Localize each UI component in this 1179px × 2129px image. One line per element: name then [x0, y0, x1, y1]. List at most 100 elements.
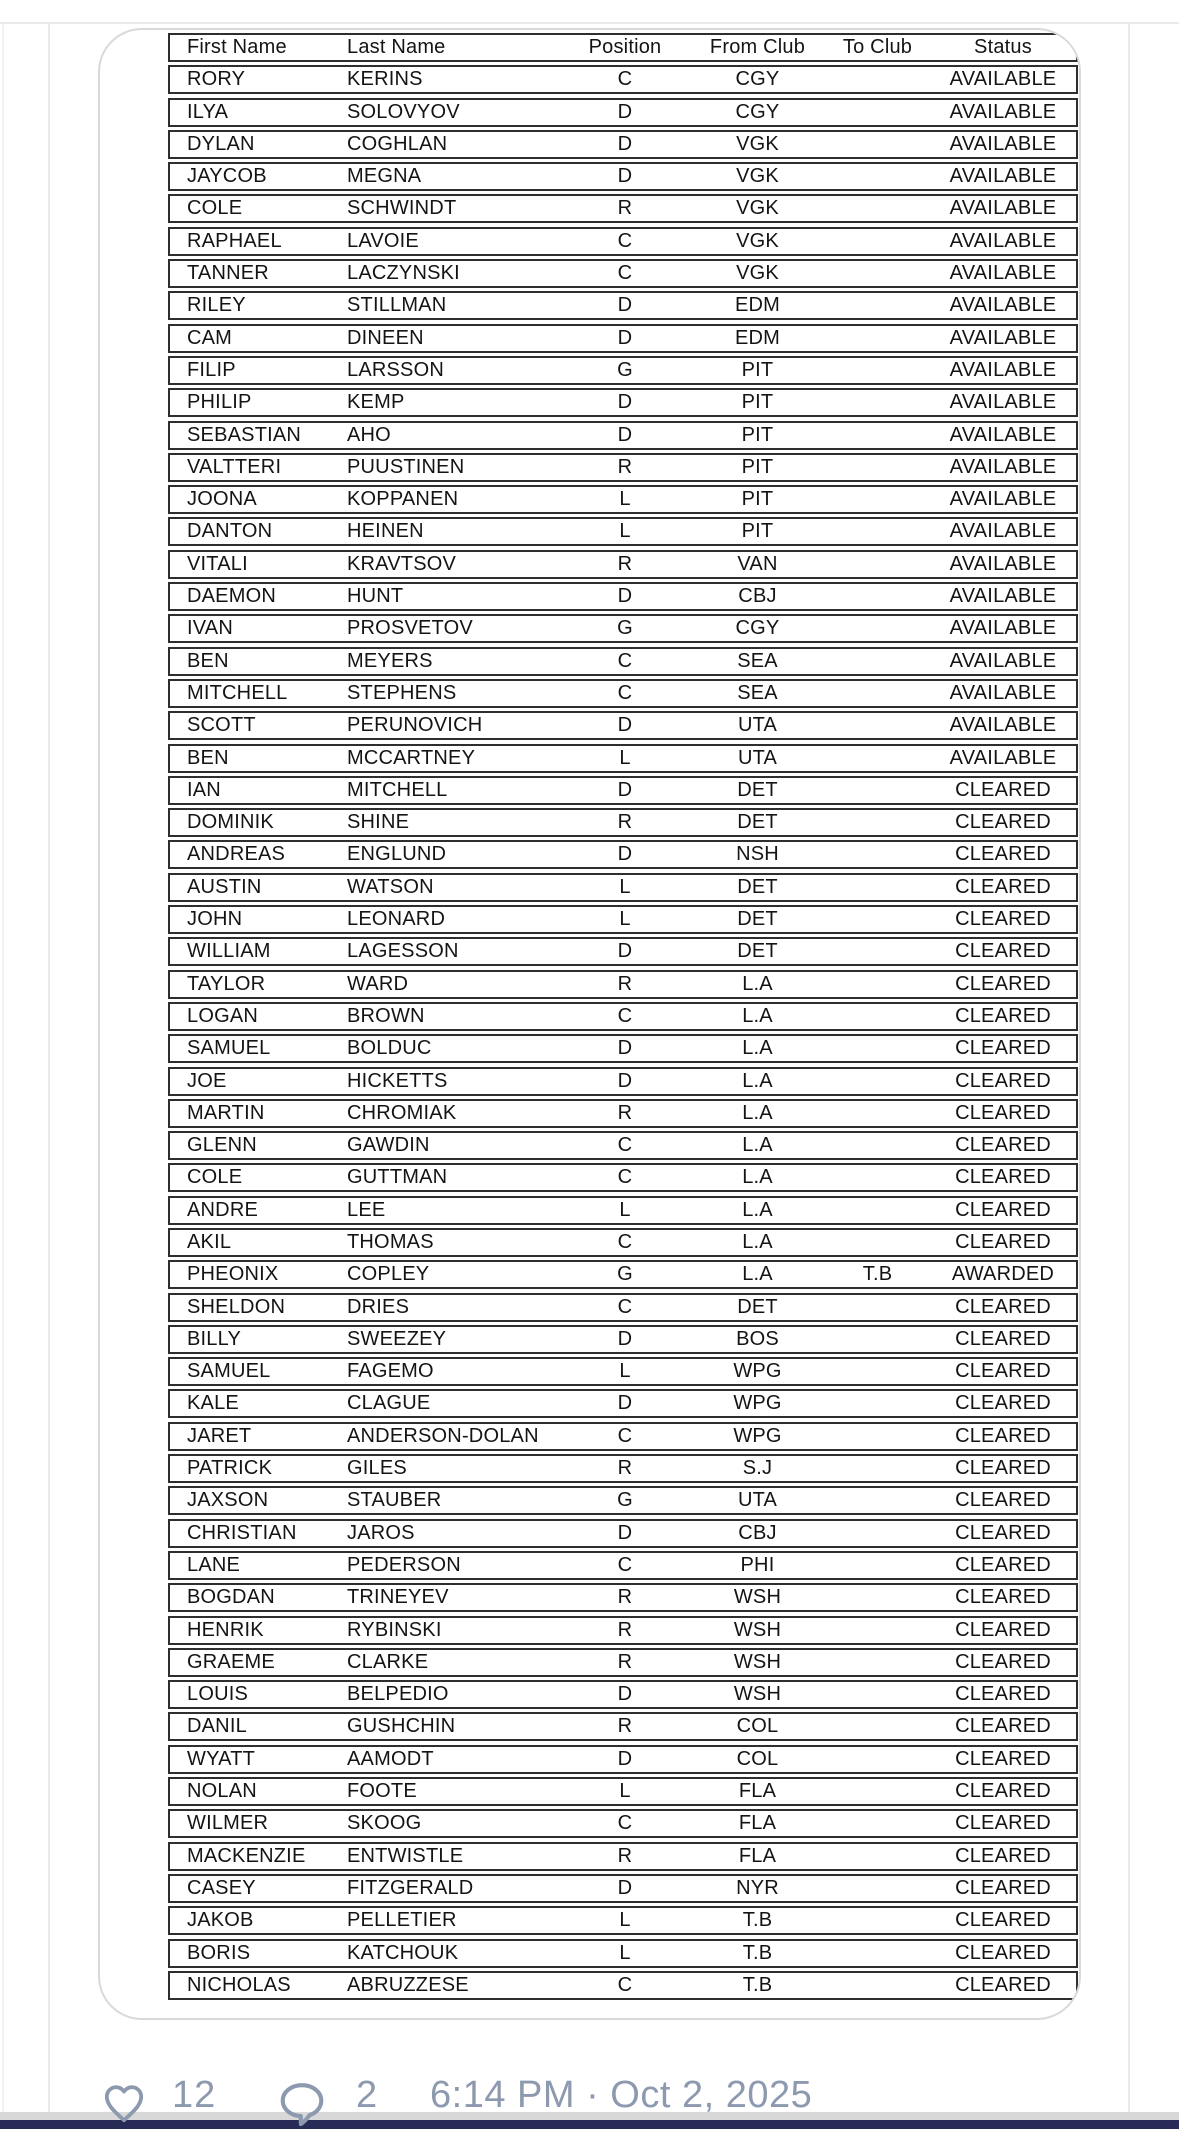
- left-edge-line: [2, 23, 4, 2112]
- table-row: SHELDON DRIES C DET CLEARED: [168, 1292, 1078, 1322]
- cell-position: C: [617, 1424, 633, 1447]
- table-row: BOGDAN TRINEYEV R WSH CLEARED: [168, 1583, 1078, 1613]
- cell-from-club: WSH: [733, 1586, 782, 1609]
- cell-position: C: [617, 1166, 633, 1189]
- cell-first-name: BEN: [187, 746, 229, 769]
- cell-last-name: BOLDUC: [347, 1037, 432, 1060]
- cell-position: R: [617, 552, 633, 575]
- cell-first-name: AKIL: [187, 1230, 232, 1253]
- tweet-image-card[interactable]: First Name Last Name Position From Club …: [98, 28, 1081, 2020]
- cell-first-name: GLENN: [187, 1134, 257, 1157]
- table-row: JOE HICKETTS D L.A CLEARED: [168, 1066, 1078, 1096]
- cell-first-name: BOGDAN: [187, 1586, 275, 1609]
- cell-first-name: BEN: [187, 649, 229, 672]
- cell-from-club: L.A: [742, 1134, 773, 1157]
- cell-position: D: [617, 843, 633, 866]
- cell-last-name: STILLMAN: [347, 294, 447, 317]
- cell-from-club: WPG: [733, 1360, 782, 1383]
- cell-from-club: L.A: [742, 1004, 773, 1027]
- cell-position: D: [617, 423, 633, 446]
- cell-last-name: BROWN: [347, 1004, 425, 1027]
- cell-first-name: KALE: [187, 1392, 239, 1415]
- cell-last-name: AHO: [347, 423, 391, 446]
- cell-position: D: [617, 1327, 633, 1350]
- cell-last-name: DRIES: [347, 1295, 410, 1318]
- bottom-nav-bar: [0, 2120, 1179, 2129]
- cell-last-name: LAVOIE: [347, 229, 419, 252]
- cell-status: CLEARED: [955, 1360, 1051, 1383]
- table-row: DYLAN COGHLAN D VGK AVAILABLE: [168, 129, 1078, 159]
- cell-first-name: CASEY: [187, 1876, 256, 1899]
- cell-last-name: PEDERSON: [347, 1553, 461, 1576]
- table-row: COLE GUTTMAN C L.A CLEARED: [168, 1163, 1078, 1193]
- cell-position: R: [617, 1457, 633, 1480]
- cell-position: G: [617, 617, 633, 640]
- reply-button[interactable]: [276, 2077, 328, 2129]
- table-row: NICHOLAS ABRUZZESE C T.B CLEARED: [168, 1970, 1078, 2000]
- cell-from-club: L.A: [742, 1101, 773, 1124]
- cell-position: R: [617, 1101, 633, 1124]
- table-row: RORY KERINS C CGY AVAILABLE: [168, 65, 1078, 95]
- cell-position: R: [617, 1715, 633, 1738]
- reply-count[interactable]: 2: [356, 2074, 379, 2116]
- like-button[interactable]: [100, 2079, 148, 2127]
- cell-from-club: CGY: [735, 100, 780, 123]
- cell-from-club: WSH: [733, 1650, 782, 1673]
- cell-last-name: FITZGERALD: [347, 1876, 474, 1899]
- table-row: DANTON HEINEN L PIT AVAILABLE: [168, 517, 1078, 547]
- cell-position: R: [617, 972, 633, 995]
- cell-position: L: [619, 488, 631, 511]
- table-row: BILLY SWEEZEY D BOS CLEARED: [168, 1324, 1078, 1354]
- cell-position: L: [619, 746, 631, 769]
- table-row: WILMER SKOOG C FLA CLEARED: [168, 1809, 1078, 1839]
- cell-position: L: [619, 1941, 631, 1964]
- cell-position: C: [617, 1295, 633, 1318]
- cell-from-club: COL: [736, 1715, 779, 1738]
- cell-from-club: DET: [737, 778, 778, 801]
- cell-position: C: [617, 1812, 633, 1835]
- cell-first-name: DANIL: [187, 1715, 247, 1738]
- cell-status: CLEARED: [955, 1521, 1051, 1544]
- cell-first-name: ANDREAS: [187, 843, 286, 866]
- cell-position: D: [617, 1747, 633, 1770]
- cell-from-club: PIT: [741, 455, 774, 478]
- cell-first-name: WYATT: [187, 1747, 256, 1770]
- cell-first-name: NICHOLAS: [187, 1973, 291, 1996]
- bottom-strip: [0, 2112, 1179, 2120]
- cell-status: AVAILABLE: [949, 197, 1057, 220]
- cell-last-name: FAGEMO: [347, 1360, 434, 1383]
- cell-first-name: HENRIK: [187, 1618, 264, 1641]
- cell-status: CLEARED: [955, 1909, 1051, 1932]
- cell-status: CLEARED: [955, 1134, 1051, 1157]
- cell-last-name: GUSHCHIN: [347, 1715, 456, 1738]
- cell-from-club: L.A: [742, 1166, 773, 1189]
- table-row: WILLIAM LAGESSON D DET CLEARED: [168, 937, 1078, 967]
- cell-last-name: RYBINSKI: [347, 1618, 442, 1641]
- cell-from-club: WPG: [733, 1424, 782, 1447]
- cell-last-name: LACZYNSKI: [347, 262, 460, 285]
- cell-last-name: PROSVETOV: [347, 617, 473, 640]
- table-row: CHRISTIAN JAROS D CBJ CLEARED: [168, 1518, 1078, 1548]
- table-row: TANNER LACZYNSKI C VGK AVAILABLE: [168, 259, 1078, 289]
- table-header-row: First Name Last Name Position From Club …: [168, 33, 1078, 62]
- like-count[interactable]: 12: [172, 2074, 217, 2116]
- cell-position: D: [617, 1069, 633, 1092]
- cell-from-club: L.A: [742, 1069, 773, 1092]
- cell-last-name: COGHLAN: [347, 132, 448, 155]
- cell-last-name: MEGNA: [347, 165, 422, 188]
- table-row: BEN MCCARTNEY L UTA AVAILABLE: [168, 743, 1078, 773]
- table-row: SCOTT PERUNOVICH D UTA AVAILABLE: [168, 711, 1078, 741]
- header-last-name: Last Name: [347, 36, 446, 58]
- cell-last-name: WARD: [347, 972, 409, 995]
- timestamp[interactable]: 6:14 PM · Oct 2, 2025: [430, 2074, 813, 2116]
- cell-last-name: COPLEY: [347, 1263, 430, 1286]
- cell-status: AVAILABLE: [949, 262, 1057, 285]
- cell-first-name: NOLAN: [187, 1780, 257, 1803]
- table-row: RAPHAEL LAVOIE C VGK AVAILABLE: [168, 226, 1078, 256]
- cell-from-club: PIT: [741, 488, 774, 511]
- header-from-club: From Club: [709, 36, 806, 58]
- table-row: MITCHELL STEPHENS C SEA AVAILABLE: [168, 678, 1078, 708]
- cell-first-name: JAXSON: [187, 1489, 269, 1512]
- cell-first-name: WILMER: [187, 1812, 269, 1835]
- cell-last-name: LEONARD: [347, 908, 446, 931]
